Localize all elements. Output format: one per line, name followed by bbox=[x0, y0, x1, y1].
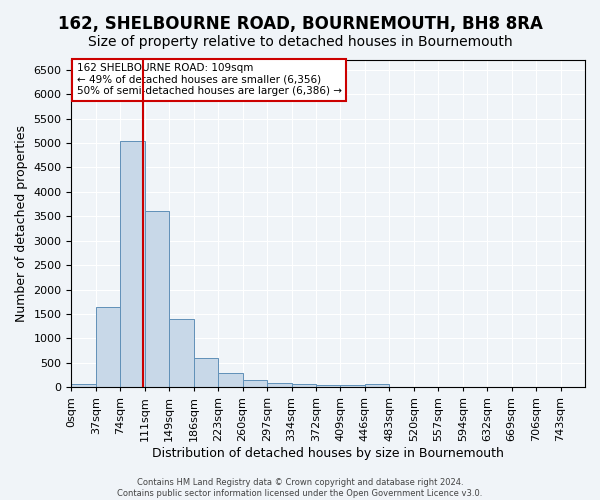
X-axis label: Distribution of detached houses by size in Bournemouth: Distribution of detached houses by size … bbox=[152, 447, 504, 460]
Bar bbox=[340, 385, 365, 388]
Bar bbox=[242, 380, 267, 388]
Text: Size of property relative to detached houses in Bournemouth: Size of property relative to detached ho… bbox=[88, 35, 512, 49]
Bar bbox=[71, 384, 96, 388]
Bar bbox=[218, 372, 242, 388]
Bar bbox=[316, 385, 340, 388]
Bar bbox=[194, 358, 218, 388]
Bar bbox=[365, 384, 389, 388]
Text: 162, SHELBOURNE ROAD, BOURNEMOUTH, BH8 8RA: 162, SHELBOURNE ROAD, BOURNEMOUTH, BH8 8… bbox=[58, 15, 542, 33]
Bar bbox=[121, 140, 145, 388]
Bar bbox=[292, 384, 316, 388]
Text: Contains HM Land Registry data © Crown copyright and database right 2024.
Contai: Contains HM Land Registry data © Crown c… bbox=[118, 478, 482, 498]
Bar bbox=[169, 319, 194, 388]
Y-axis label: Number of detached properties: Number of detached properties bbox=[15, 125, 28, 322]
Bar bbox=[96, 306, 121, 388]
Text: 162 SHELBOURNE ROAD: 109sqm
← 49% of detached houses are smaller (6,356)
50% of : 162 SHELBOURNE ROAD: 109sqm ← 49% of det… bbox=[77, 64, 341, 96]
Bar bbox=[145, 212, 169, 388]
Bar bbox=[267, 383, 292, 388]
